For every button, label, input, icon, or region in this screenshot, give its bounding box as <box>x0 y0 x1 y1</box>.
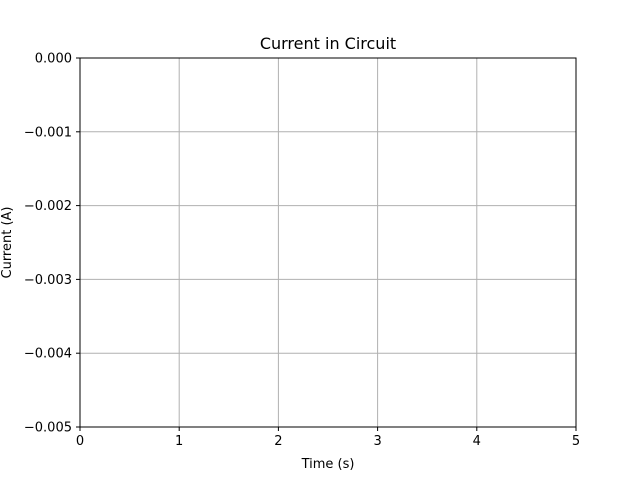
y-tick-label: −0.005 <box>24 421 72 436</box>
y-tick-label: −0.002 <box>24 199 72 214</box>
y-tick-label: −0.003 <box>24 273 72 288</box>
x-tick-label: 2 <box>274 434 282 449</box>
y-tick-label: 0.000 <box>35 52 72 67</box>
grid-layer <box>79 57 577 428</box>
y-tick-label: −0.004 <box>24 347 72 362</box>
plot-frame <box>79 57 577 428</box>
x-tick-label: 4 <box>473 434 481 449</box>
x-tick-label: 5 <box>572 434 580 449</box>
ticks-layer: 0 1 2 3 4 5 0.000 −0.001 −0.002 −0.003 −0.004 −0.00… <box>24 52 580 450</box>
y-tick-label: −0.001 <box>24 125 72 140</box>
x-tick-label: 0 <box>76 434 84 449</box>
x-tick-label: 1 <box>175 434 183 449</box>
y-axis-label: Current (A) <box>0 207 15 279</box>
x-axis-label: Time (s) <box>301 457 355 472</box>
x-tick-label: 3 <box>373 434 381 449</box>
chart-title: Current in Circuit <box>260 34 396 53</box>
